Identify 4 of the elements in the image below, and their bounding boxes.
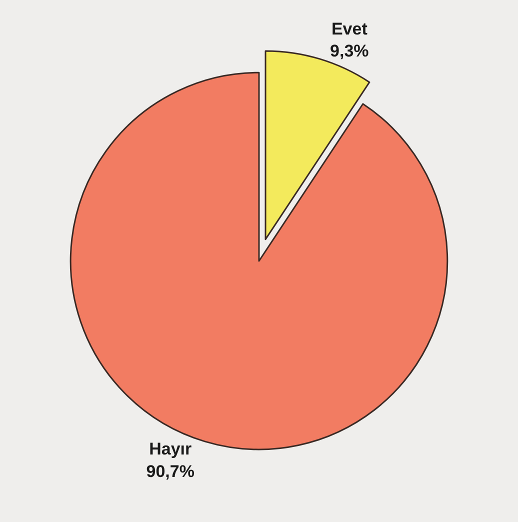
data-label: 90,7% — [146, 462, 194, 481]
slice-label: Hayır — [149, 440, 192, 459]
data-label: 9,3% — [330, 42, 369, 61]
slice-label: Evet — [331, 20, 368, 39]
